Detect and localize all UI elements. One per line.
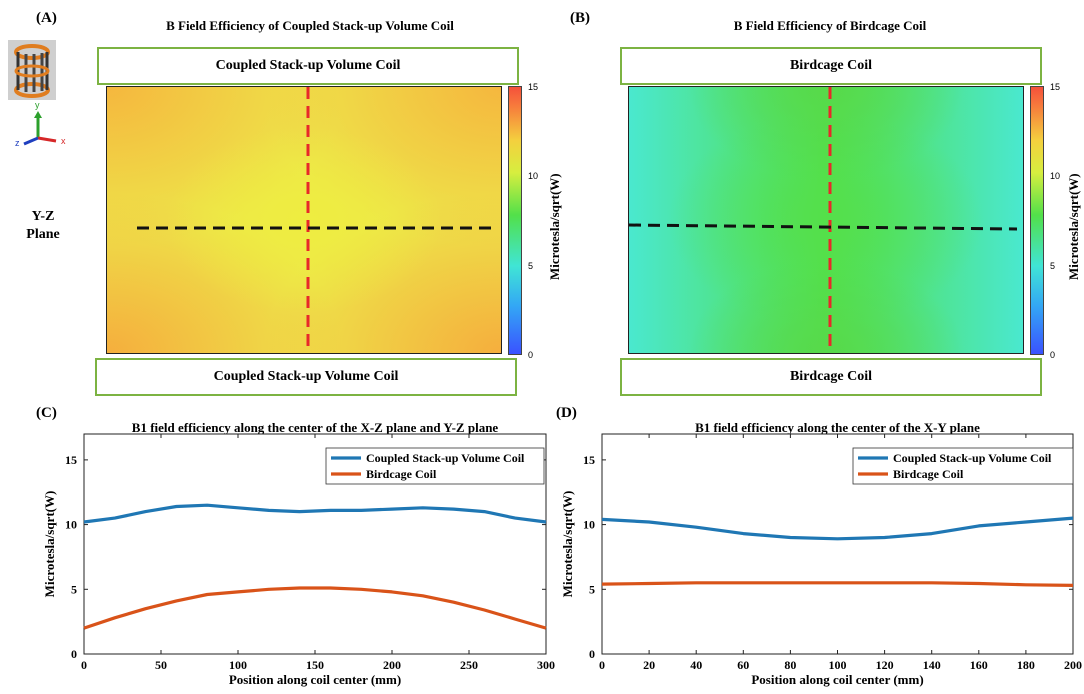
panel-c-line-chart: B1 field efficiency along the center of … xyxy=(42,420,555,687)
chart-d-legend-box xyxy=(852,447,1074,485)
plane-label-line1: Y-Z xyxy=(31,209,55,224)
chart-c-legend-box xyxy=(325,447,545,485)
chart-d-ytick-label: 10 xyxy=(583,518,595,532)
panel-b-cb-tick-15: 15 xyxy=(1050,82,1061,92)
chart-c-xtick-label: 100 xyxy=(229,658,247,672)
panel-b-letter: (B) xyxy=(570,10,590,26)
chart-c-xtick-label: 150 xyxy=(306,658,324,672)
panel-a-title: B Field Efficiency of Coupled Stack-up V… xyxy=(166,18,454,33)
chart-d-ytick-label: 5 xyxy=(589,582,595,596)
panel-b-cb-tick-0: 0 xyxy=(1050,350,1056,360)
chart-c-xtick-label: 300 xyxy=(537,658,555,672)
axis-z-label: z xyxy=(15,138,20,148)
chart-c-xtick-label: 250 xyxy=(460,658,478,672)
chart-d-legend-label-1: Birdcage Coil xyxy=(893,467,964,481)
chart-d-ytick-label: 15 xyxy=(583,453,595,467)
chart-c-title: B1 field efficiency along the center of … xyxy=(132,420,499,435)
panel-a-top-label-box: Coupled Stack-up Volume Coil xyxy=(97,47,519,85)
panel-b-cb-tick-5: 5 xyxy=(1050,261,1056,271)
chart-c-xtick-label: 50 xyxy=(155,658,167,672)
panel-b-bottom-label: Birdcage Coil xyxy=(789,369,873,384)
chart-d-xtick-label: 100 xyxy=(829,658,847,672)
panel-d-letter: (D) xyxy=(556,405,577,421)
chart-d-legend-label-0: Coupled Stack-up Volume Coil xyxy=(893,451,1052,465)
chart-d-xlabel: Position along coil center (mm) xyxy=(751,672,923,687)
chart-c-ytick-label: 15 xyxy=(65,453,77,467)
panel-b-horizontal-dash xyxy=(629,223,1018,231)
chart-c-legend-label-1: Birdcage Coil xyxy=(366,467,437,481)
chart-c-series-line-0 xyxy=(83,503,547,524)
panel-a-heatmap-svg xyxy=(107,87,501,353)
panel-b-bottom-label-box: Birdcage Coil xyxy=(620,358,1042,396)
chart-d-xtick-label: 180 xyxy=(1017,658,1035,672)
panel-a-letter: (A) xyxy=(36,10,57,26)
chart-d-ytick-label: 0 xyxy=(589,647,595,661)
chart-c-series-line-1 xyxy=(83,586,547,630)
chart-c-xtick-label: 0 xyxy=(81,658,87,672)
chart-c-xlabel: Position along coil center (mm) xyxy=(229,672,401,687)
chart-c-ytick-label: 5 xyxy=(71,582,77,596)
chart-d-xtick-label: 60 xyxy=(737,658,749,672)
panel-a-cb-tick-5: 5 xyxy=(528,261,534,271)
panel-a-bottom-label: Coupled Stack-up Volume Coil xyxy=(213,369,399,384)
chart-d-xtick-label: 0 xyxy=(599,658,605,672)
panel-b-title: B Field Efficiency of Birdcage Coil xyxy=(733,18,927,33)
panel-b-heatmap xyxy=(628,86,1024,354)
panel-a-colorbar xyxy=(508,86,522,355)
chart-d-xtick-label: 200 xyxy=(1064,658,1082,672)
chart-d-xtick-label: 80 xyxy=(784,658,796,672)
axis-triad-icon xyxy=(14,108,74,152)
panel-a-cb-tick-0: 0 xyxy=(528,350,534,360)
chart-d-xtick-label: 140 xyxy=(923,658,941,672)
chart-d-series-line-1 xyxy=(601,581,1074,587)
plane-label-line2: Plane xyxy=(26,227,60,242)
panel-b-cb-tick-10: 10 xyxy=(1050,171,1061,181)
coil-photo xyxy=(8,40,56,100)
panel-b-top-label-box: Birdcage Coil xyxy=(620,47,1042,85)
plane-label: Y-Z Plane xyxy=(18,208,68,244)
panel-d-line-chart: B1 field efficiency along the center of … xyxy=(560,420,1082,687)
chart-c-ylabel: Microtesla/sqrt(W) xyxy=(42,491,57,598)
chart-d-xtick-label: 20 xyxy=(643,658,655,672)
chart-c-ytick-label: 0 xyxy=(71,647,77,661)
panel-b-colorbar xyxy=(1030,86,1044,355)
panel-c-letter: (C) xyxy=(36,405,57,421)
panel-b-colorbar-label: Microtesla/sqrt(W) xyxy=(1066,173,1081,280)
chart-d-series-line-0 xyxy=(601,516,1074,541)
panel-b-top-label: Birdcage Coil xyxy=(789,58,873,73)
axis-y-label: y xyxy=(35,100,40,110)
panel-a-heatmap xyxy=(106,86,502,354)
panel-a-cb-tick-10: 10 xyxy=(528,171,539,181)
chart-d-ylabel: Microtesla/sqrt(W) xyxy=(560,491,575,598)
panel-a-colorbar-label: Microtesla/sqrt(W) xyxy=(547,173,562,280)
chart-d-xtick-label: 120 xyxy=(876,658,894,672)
panel-a-top-label: Coupled Stack-up Volume Coil xyxy=(215,58,401,73)
panel-a-bottom-label-box: Coupled Stack-up Volume Coil xyxy=(95,358,517,396)
chart-c-xtick-label: 200 xyxy=(383,658,401,672)
panel-a-cb-tick-15: 15 xyxy=(528,82,539,92)
axis-x-label: x xyxy=(61,136,66,146)
chart-d-title: B1 field efficiency along the center of … xyxy=(695,420,980,435)
chart-d-xtick-label: 40 xyxy=(690,658,702,672)
chart-c-ytick-label: 10 xyxy=(65,518,77,532)
panel-b-heatmap-svg xyxy=(629,87,1023,353)
chart-c-legend-label-0: Coupled Stack-up Volume Coil xyxy=(366,451,525,465)
chart-d-xtick-label: 160 xyxy=(970,658,988,672)
